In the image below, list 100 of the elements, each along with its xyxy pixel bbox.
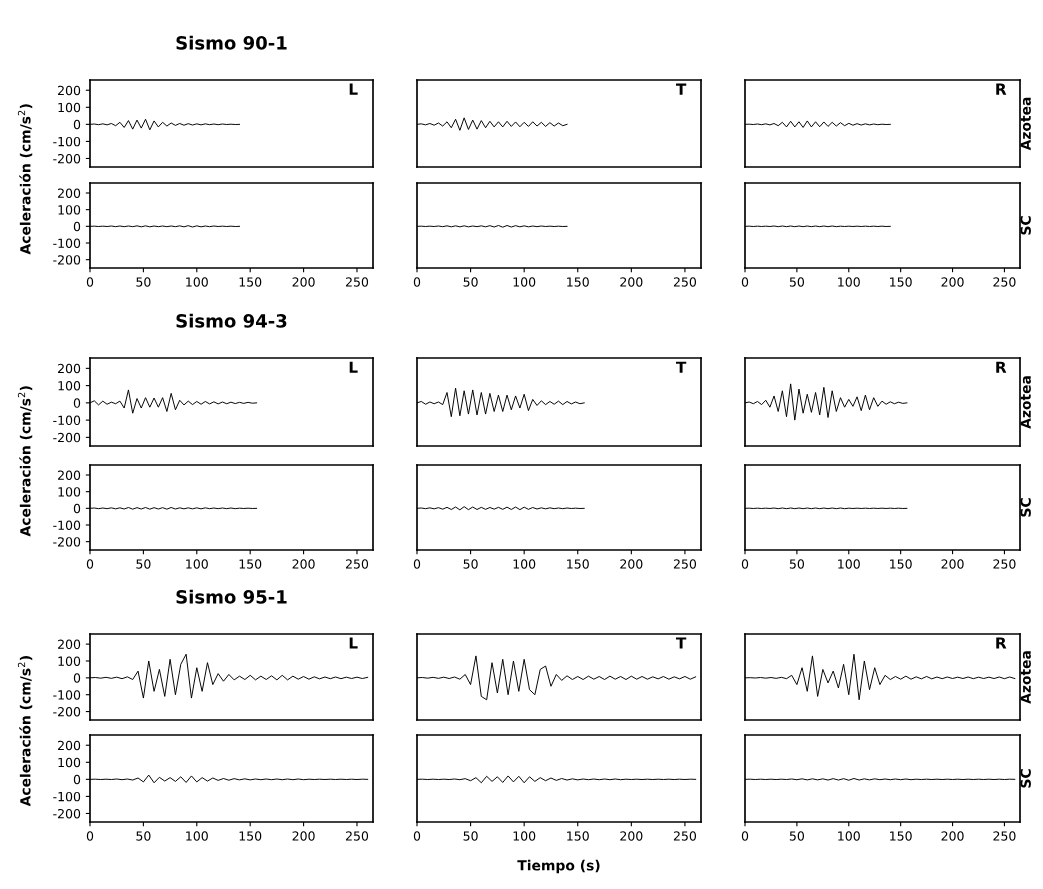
x-tick-label: 150 (567, 559, 589, 569)
x-tick-label: 150 (890, 831, 912, 841)
x-tick-label: 250 (673, 831, 697, 841)
y-tick-label: 200 (58, 85, 81, 96)
x-tick-label: 0 (86, 831, 94, 841)
x-tick-label: 250 (673, 277, 697, 287)
x-tick-label: 100 (838, 831, 860, 841)
text: Azotea (1020, 97, 1031, 151)
x-tick-label: 100 (186, 277, 208, 287)
y-tick-label: -200 (53, 432, 81, 443)
text: Azotea (1020, 651, 1031, 704)
x-tick-label: 50 (789, 559, 805, 569)
x-tick-label: 150 (567, 277, 589, 287)
text: SC (1020, 498, 1031, 517)
y-tick-label: -200 (53, 537, 81, 547)
x-tick-label: 250 (345, 277, 369, 287)
y-tick-label: 200 (58, 363, 81, 374)
x-axis-title: Tiempo (s) (517, 859, 600, 874)
x-tick-label: 200 (941, 559, 964, 569)
x-tick-label: 200 (292, 831, 315, 841)
x-tick-label: 250 (345, 559, 369, 569)
x-tick-label: 0 (86, 559, 94, 569)
x-tick-label: 50 (463, 277, 478, 287)
y-tick-label: 100 (58, 381, 81, 391)
y-tick-label: 200 (58, 188, 81, 198)
x-tick-label: 100 (513, 277, 536, 287)
x-tick-label: 150 (567, 831, 589, 841)
x-tick-label: 100 (186, 559, 208, 569)
x-tick-label: 200 (292, 277, 315, 287)
x-tick-label: 150 (239, 831, 262, 841)
x-tick-label: 0 (413, 277, 421, 287)
y-tick-label: -200 (53, 255, 81, 265)
annotation: T (675, 637, 687, 649)
y-tick-label: -200 (53, 707, 81, 717)
y-tick-label: 100 (58, 757, 81, 768)
x-tick-label: 0 (86, 277, 94, 287)
x-tick-label: 100 (513, 559, 536, 569)
x-tick-label: 200 (292, 559, 315, 569)
x-tick-label: 250 (673, 559, 697, 569)
x-tick-label: 0 (741, 277, 749, 287)
x-tick-label: 0 (741, 831, 749, 841)
x-tick-label: 250 (345, 831, 369, 841)
y-tick-label: 200 (58, 639, 81, 650)
x-tick-label: 50 (789, 831, 805, 841)
y-tick-label: 200 (58, 470, 81, 480)
y-tick-label: -200 (53, 153, 81, 164)
x-tick-label: 0 (413, 831, 421, 841)
x-tick-label: 50 (136, 559, 151, 569)
y-tick-label: -100 (53, 238, 81, 248)
x-tick-label: 150 (239, 559, 262, 569)
x-tick-label: 50 (136, 277, 151, 287)
x-tick-label: 200 (941, 277, 964, 287)
annotation: L (349, 637, 358, 649)
y-tick-label: 0 (73, 221, 81, 232)
y-tick-label: 0 (73, 398, 81, 408)
annotation: L (349, 361, 358, 373)
x-tick-label: 100 (838, 559, 860, 569)
text: Azotea (1020, 376, 1031, 429)
x-tick-label: 0 (413, 559, 421, 569)
x-tick-label: 50 (789, 277, 805, 287)
x-tick-label: 100 (186, 831, 208, 841)
y-axis-title: Aceleración (cm/s$^{2}$) (17, 386, 33, 537)
x-tick-label: 250 (993, 559, 1016, 569)
x-tick-label: 150 (890, 559, 912, 569)
annotation: R (996, 361, 1007, 373)
x-tick-label: 200 (620, 559, 643, 569)
x-tick-label: 200 (941, 831, 964, 841)
y-tick-label: -100 (53, 136, 81, 147)
y-tick-label: 100 (58, 205, 81, 215)
y-tick-label: 200 (58, 740, 81, 751)
x-tick-label: 50 (463, 559, 478, 569)
x-tick-label: 250 (993, 831, 1016, 841)
annotation: T (675, 361, 687, 373)
x-tick-label: 250 (993, 277, 1016, 287)
x-tick-label: 0 (741, 559, 749, 569)
annotation: L (349, 83, 358, 95)
annotation: T (675, 83, 687, 95)
annotation: R (996, 83, 1007, 95)
y-tick-label: -100 (53, 520, 81, 530)
y-tick-label: -100 (53, 690, 81, 700)
x-tick-label: 200 (620, 831, 643, 841)
text: SC (1020, 216, 1031, 235)
y-tick-label: -100 (53, 791, 81, 802)
y-tick-label: 0 (73, 673, 81, 683)
x-tick-label: 150 (239, 277, 262, 287)
y-axis-title: Aceleración (cm/s$^{2}$) (17, 104, 33, 255)
x-tick-label: 200 (620, 277, 643, 287)
y-axis-title: Aceleración (cm/s$^{2}$) (17, 656, 33, 807)
y-tick-label: 100 (58, 656, 81, 666)
y-tick-label: -200 (53, 808, 81, 819)
y-tick-label: 100 (58, 102, 81, 113)
chart-title: Sismo 95-1 (176, 589, 287, 604)
y-tick-label: 0 (73, 119, 81, 130)
y-tick-label: 0 (73, 774, 81, 785)
chart-title: Sismo 94-3 (176, 313, 287, 328)
y-tick-label: -100 (53, 415, 81, 426)
x-tick-label: 50 (136, 831, 151, 841)
x-tick-label: 150 (890, 277, 912, 287)
x-tick-label: 100 (838, 277, 860, 287)
y-tick-label: 0 (73, 503, 81, 514)
